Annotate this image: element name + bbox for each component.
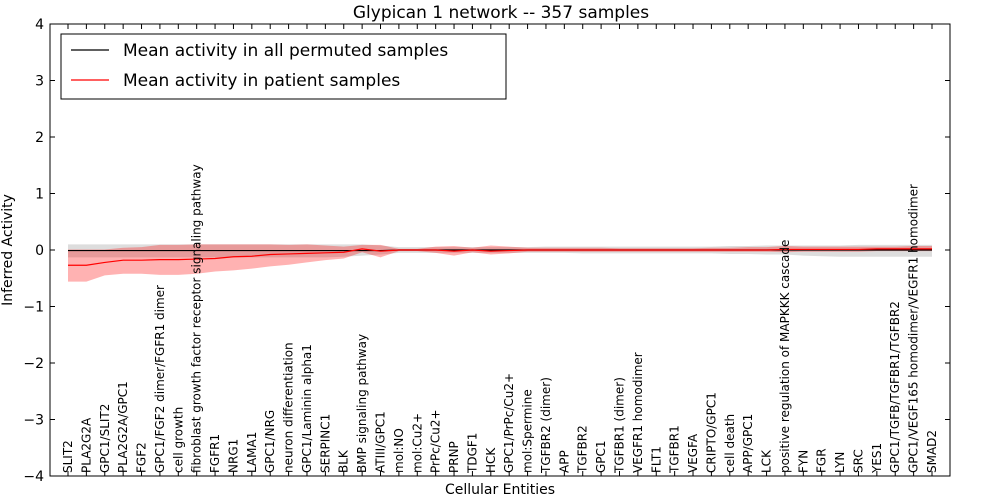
x-tick-label: SERPINC1 (318, 414, 332, 473)
x-tick-label: mol:NO (392, 428, 406, 473)
x-tick-label: GPC1/VEGF165 homodimer/VEGFR1 homodimer (907, 184, 921, 473)
x-tick-label: mol:Spermine (521, 389, 535, 473)
x-tick-label: positive regulation of MAPKKK cascade (778, 240, 792, 473)
x-tick-label: TGFBR1 (dimer) (612, 377, 626, 474)
legend-box (60, 33, 507, 100)
x-tick-label: FGF2 (135, 442, 149, 473)
series-line-patient (68, 248, 932, 266)
x-tick-label: TGFBR1 (668, 425, 682, 474)
x-tick-label: PrPc/Cu2+ (429, 409, 443, 473)
y-tick-label: 0 (35, 243, 44, 259)
y-axis-label: Inferred Activity (0, 194, 16, 306)
x-tick-label: GPC1 (594, 440, 608, 473)
x-tick-label: FGFR1 (208, 434, 222, 473)
y-tick-label: −4 (23, 469, 44, 485)
x-tick-label: GPC1/PrPc/Cu2+ (502, 373, 516, 473)
x-tick-label: NRG1 (226, 439, 240, 473)
y-tick-label: 2 (35, 130, 44, 146)
plot-area: −4 −3 −2 −1 0 1 2 3 4 SLIT2 PLA2G2A GPC1/SLIT2 PLA2G… (23, 17, 951, 485)
x-tick-label: GPC1/Laminin alpha1 (300, 344, 314, 473)
x-tick-label: PRNP (447, 441, 461, 473)
x-tick-label: GPC1/TGFB/TGFBR1/TGFBR2 (888, 301, 902, 473)
x-tick-label: APP (557, 450, 571, 473)
x-tick-label: SLIT2 (61, 440, 75, 473)
y-tick-label: −3 (23, 413, 44, 429)
x-axis-label: Cellular Entities (445, 482, 555, 498)
legend-entry-label: Mean activity in all permuted samples (123, 41, 448, 61)
x-tick-label: mol:Cu2+ (410, 413, 424, 473)
x-tick-label: TDGF1 (465, 433, 479, 474)
x-tick-label: YES1 (870, 443, 884, 474)
x-tick-label: BMP signaling pathway (355, 334, 369, 473)
x-tick-label: LCK (760, 449, 774, 473)
x-tick-label: VEGFA (686, 433, 700, 473)
x-tick-label: ATIII/GPC1 (374, 411, 388, 473)
x-tick-label: neuron differentiation (282, 342, 296, 473)
y-tick-label: 3 (35, 74, 44, 90)
x-tick-label: APP/GPC1 (741, 414, 755, 473)
x-tick-label: FYN (796, 450, 810, 473)
x-tick-label: PLA2G2A/GPC1 (116, 381, 130, 473)
x-tick-label: TGFBR2 (dimer) (539, 377, 553, 474)
x-tick-label: FLT1 (649, 446, 663, 473)
x-tick-label: FGR (815, 448, 829, 473)
legend-entry-label: Mean activity in patient samples (123, 71, 400, 91)
chart-title: Glypican 1 network -- 357 samples (353, 3, 649, 23)
x-tick-label: SRC (851, 449, 865, 473)
x-tick-label: CRIPTO/GPC1 (704, 392, 718, 473)
x-tick-label: LAMA1 (245, 432, 259, 473)
x-tick-label: VEGFR1 homodimer (631, 352, 645, 473)
x-tick-label: GPC1/SLIT2 (98, 404, 112, 473)
y-tick-label: −2 (23, 356, 44, 372)
x-tick-label: SMAD2 (925, 430, 939, 473)
x-tick-label: cell growth (171, 407, 185, 473)
x-tick-label: GPC1/NRG (263, 410, 277, 473)
x-tick-label: fibroblast growth factor receptor signal… (190, 164, 204, 473)
x-tick-label: LYN (833, 452, 847, 473)
x-tick-label: cell death (723, 414, 737, 473)
x-tick-label: BLK (337, 449, 351, 473)
x-tick-label: TGFBR2 (576, 425, 590, 474)
y-tick-label: −1 (23, 300, 44, 316)
y-tick-label: 4 (35, 17, 44, 33)
x-tick-label: GPC1/FGF2 dimer/FGFR1 dimer (153, 285, 167, 473)
x-tick-label: HCK (484, 447, 498, 473)
x-tick-label: PLA2G2A (79, 417, 93, 473)
y-tick-label: 1 (35, 187, 44, 203)
